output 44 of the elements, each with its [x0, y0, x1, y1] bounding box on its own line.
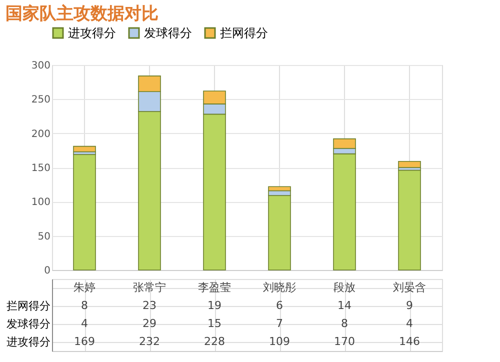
bar [398, 160, 421, 168]
data-label: 9 [406, 299, 413, 312]
text: 拦网得分 [6, 300, 50, 312]
y-tick-label: 50 [38, 231, 50, 242]
legend-label: 进攻得分 [68, 26, 116, 40]
x-tick-label: 段放 [334, 281, 356, 294]
text: 进攻得分 [6, 336, 50, 348]
data-label: 169 [74, 335, 95, 348]
y-tick-label: 0 [44, 266, 50, 276]
data-label: 23 [142, 299, 156, 312]
data-label: 4 [406, 317, 413, 330]
y-tick-label: 250 [31, 94, 50, 106]
data-label: 7 [276, 317, 283, 330]
y-tick-label: 150 [31, 163, 50, 174]
data-label: 14 [338, 299, 352, 312]
data-label: 6 [276, 299, 283, 312]
x-tick-label: 张常宁 [133, 281, 166, 294]
y-tick-label: 200 [31, 128, 50, 140]
data-label: 228 [204, 335, 225, 348]
x-tick-label: 朱婷 [74, 281, 96, 294]
data-label: 19 [208, 299, 222, 312]
y-tick-label: 300 [31, 60, 50, 72]
y-tick-label: 100 [31, 197, 50, 208]
data-label: 170 [334, 335, 355, 348]
chart-title: 国家队主攻数据对比 [6, 4, 158, 24]
data-label: 109 [269, 335, 290, 348]
data-label: 29 [142, 317, 156, 330]
bar [333, 153, 356, 270]
data-label: 8 [341, 317, 348, 330]
bar [73, 154, 96, 270]
data-label: 15 [208, 317, 222, 330]
x-tick-label: 李盈莹 [198, 281, 231, 294]
legend-label: 发球得分 [144, 26, 192, 40]
legend-label: 拦网得分 [220, 26, 268, 40]
bar [398, 170, 421, 270]
bar [73, 146, 96, 152]
x-tick-label: 刘晏含 [393, 281, 426, 294]
data-label: 232 [139, 335, 160, 348]
data-label: 4 [81, 317, 88, 330]
x-tick-label: 刘晓彤 [263, 281, 296, 294]
text: 发球得分 [6, 318, 50, 330]
data-label: 146 [399, 335, 420, 348]
bar [268, 195, 291, 270]
data-label: 8 [81, 299, 88, 312]
